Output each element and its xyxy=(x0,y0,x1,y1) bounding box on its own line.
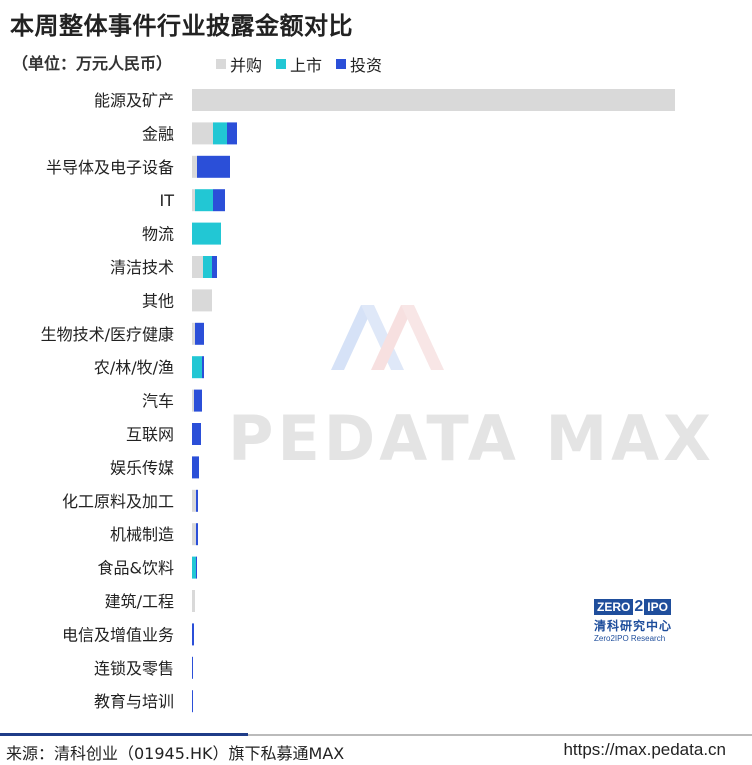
bar-segment xyxy=(192,89,675,111)
category-label: 教育与培训 xyxy=(94,692,174,711)
bar-segment xyxy=(192,456,199,479)
bar-segment xyxy=(212,256,217,278)
footer-accent-line xyxy=(0,733,248,736)
bar-segment xyxy=(192,656,193,679)
bar-segment xyxy=(192,590,195,612)
category-label: 清洁技术 xyxy=(110,258,174,277)
bar-segment xyxy=(192,556,196,579)
bar-segment xyxy=(197,155,230,178)
bar-segment xyxy=(192,222,221,245)
bar-segment xyxy=(192,155,197,178)
bar-segment xyxy=(196,523,198,546)
bar-segment xyxy=(192,389,194,412)
legend-swatch xyxy=(216,59,226,69)
bar-segment xyxy=(203,256,212,278)
chart-title: 本周整体事件行业披露金额对比 xyxy=(10,12,353,40)
legend-label: 并购 xyxy=(230,56,263,75)
bar-segment xyxy=(194,389,202,412)
bar-segment xyxy=(213,122,227,145)
category-label: 生物技术/医疗健康 xyxy=(41,325,174,344)
category-label: IT xyxy=(160,191,175,210)
legend-label: 上市 xyxy=(290,56,323,75)
bar-segment xyxy=(192,356,202,379)
bar-segment xyxy=(192,489,196,512)
bar-segment xyxy=(195,189,213,212)
category-label: 半导体及电子设备 xyxy=(46,158,174,177)
category-label: 农/林/牧/渔 xyxy=(94,358,174,377)
unit-label: （单位：万元人民币） xyxy=(12,54,173,73)
logo-name: 清科研究中心 xyxy=(594,619,673,633)
bar-segment xyxy=(192,289,212,312)
source-note: 来源：清科创业（01945.HK）旗下私募通MAX xyxy=(6,744,345,763)
bar-segment xyxy=(192,523,196,546)
category-label: 金融 xyxy=(142,124,174,143)
bar-segment xyxy=(202,356,204,379)
bar-segment xyxy=(195,322,204,345)
bar-segment xyxy=(192,122,213,145)
category-label: 娱乐传媒 xyxy=(110,458,174,477)
legend-label: 投资 xyxy=(350,56,383,75)
legend-item-merger: 并购 xyxy=(216,52,262,76)
category-label: 互联网 xyxy=(126,425,174,444)
bar-segment xyxy=(192,189,195,212)
bar-segment xyxy=(192,322,195,345)
category-label: 机械制造 xyxy=(110,525,174,544)
bar-segment xyxy=(192,690,193,713)
legend-item-investment: 投资 xyxy=(336,52,382,76)
source-url[interactable]: https://max.pedata.cn xyxy=(563,740,726,759)
bar-segment xyxy=(196,556,197,579)
bar-segment xyxy=(196,489,198,512)
logo-subtitle: Zero2IPO Research xyxy=(594,634,666,643)
bar-segment xyxy=(192,256,203,278)
bar-segment xyxy=(213,189,225,212)
category-label: 食品&饮料 xyxy=(98,559,174,578)
logo-badge: ZERO 2 IPO xyxy=(594,598,684,616)
legend-swatch xyxy=(336,59,347,69)
category-label: 能源及矿产 xyxy=(94,91,174,110)
category-label: 物流 xyxy=(142,225,174,244)
bar-segment xyxy=(227,122,237,145)
logo-badge-right: IPO xyxy=(644,599,671,615)
legend-swatch xyxy=(276,59,287,69)
category-label: 汽车 xyxy=(142,392,174,411)
category-label: 化工原料及加工 xyxy=(62,492,174,511)
category-label: 电信及增值业务 xyxy=(62,625,174,644)
logo-badge-left: ZERO xyxy=(594,599,634,615)
footer-divider xyxy=(0,734,752,736)
legend: 并购 上市 投资 xyxy=(216,52,382,76)
zero2ipo-logo: ZERO 2 IPO 清科研究中心 Zero2IPO Research xyxy=(594,598,684,646)
bar-segment xyxy=(192,623,194,646)
logo-badge-number: 2 xyxy=(634,598,644,615)
legend-item-ipo: 上市 xyxy=(276,52,322,76)
category-label: 建筑/工程 xyxy=(105,592,174,611)
category-label: 连锁及零售 xyxy=(94,659,174,678)
category-label: 其他 xyxy=(142,291,174,310)
bar-segment xyxy=(192,423,201,445)
